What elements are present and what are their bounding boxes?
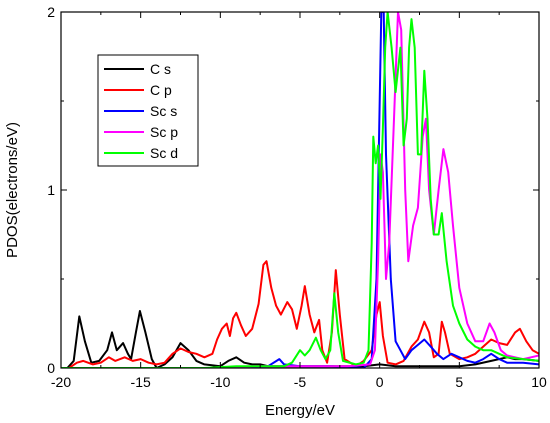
series-line-2 — [61, 12, 539, 368]
y-tick-label: 2 — [47, 4, 55, 20]
x-tick-label: -20 — [51, 374, 71, 390]
series-layer — [61, 12, 539, 368]
x-tick-label: 0 — [376, 374, 384, 390]
x-axis-title: Energy/eV — [265, 402, 335, 419]
ticks-layer: -20 -15 -10 -5 0 5 10 0 1 2 — [47, 4, 547, 390]
y-axis-title: PDOS(electrons/eV) — [4, 122, 21, 258]
y-tick-label: 0 — [47, 360, 55, 376]
x-tick-label: -10 — [210, 374, 230, 390]
legend-label-4: Sc d — [150, 145, 178, 161]
y-tick-label: 1 — [47, 182, 55, 198]
series-line-3 — [61, 12, 539, 368]
x-tick-label: -15 — [131, 374, 151, 390]
legend-label-0: C s — [150, 61, 171, 77]
legend: C s C p Sc s Sc p Sc d — [97, 54, 199, 167]
x-tick-label: 10 — [531, 374, 547, 390]
legend-label-1: C p — [150, 82, 172, 98]
legend-label-3: Sc p — [150, 124, 178, 140]
series-line-4 — [61, 12, 539, 368]
series-line-1 — [61, 260, 539, 368]
x-tick-label: 5 — [455, 374, 463, 390]
x-tick-label: -5 — [294, 374, 307, 390]
legend-label-2: Sc s — [150, 103, 177, 119]
